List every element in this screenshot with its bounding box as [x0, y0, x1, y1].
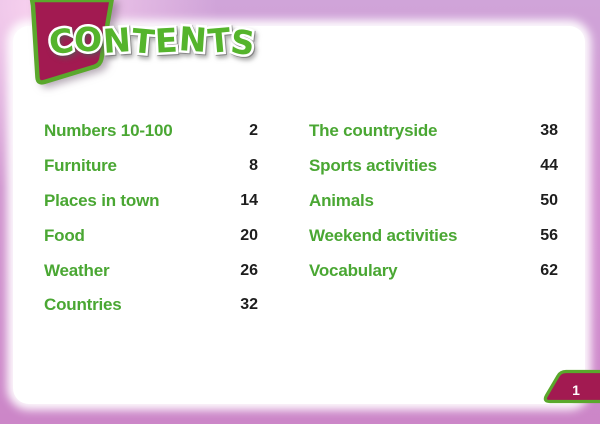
toc-entry-label: Food [44, 225, 85, 245]
toc-entry-label: Numbers 10-100 [44, 121, 173, 141]
toc-entry-page-number: 50 [540, 191, 558, 209]
toc-entry-page-number: 14 [240, 191, 258, 209]
toc-entry-page-number: 20 [240, 226, 258, 244]
toc-column-left: Numbers 10-100 2 Furniture 8 Places in t… [44, 114, 258, 323]
toc-entry-label: Countries [44, 295, 122, 315]
toc-entry-page-number: 2 [249, 122, 258, 140]
toc-entry-label: Places in town [44, 190, 160, 210]
toc-entry-page-number: 44 [540, 157, 558, 175]
toc-entry-page-number: 26 [240, 261, 258, 279]
toc-entry-page-number: 8 [249, 157, 258, 175]
page-number: 1 [572, 382, 580, 398]
toc-entry: The countryside 38 [309, 114, 558, 149]
toc-entry-label: Animals [309, 190, 374, 210]
toc-entry-page-number: 38 [540, 122, 558, 140]
toc-entry-label: Sports activities [309, 156, 437, 176]
page-number-tab [543, 369, 600, 404]
toc-entry-page-number: 56 [540, 226, 558, 244]
toc-entry: Furniture 8 [44, 149, 258, 184]
toc-entry-page-number: 32 [240, 296, 258, 314]
toc-entry-label: Furniture [44, 156, 117, 176]
contents-banner-ribbon [29, 0, 114, 85]
toc-entry: Vocabulary 62 [309, 253, 558, 288]
page-white-panel [13, 26, 585, 404]
toc-column-right: The countryside 38 Sports activities 44 … [309, 114, 558, 288]
toc-entry: Weekend activities 56 [309, 218, 558, 253]
toc-entry: Places in town 14 [44, 184, 258, 219]
toc-entry-label: Vocabulary [309, 260, 398, 280]
toc-entry: Weather 26 [44, 253, 258, 288]
toc-entry-label: The countryside [309, 121, 438, 141]
toc-entry: Countries 32 [44, 288, 258, 323]
toc-entry-page-number: 62 [540, 261, 558, 279]
toc-entry: Sports activities 44 [309, 149, 558, 184]
toc-entry-label: Weather [44, 260, 110, 280]
toc-entry: Numbers 10-100 2 [44, 114, 258, 149]
toc-entry: Food 20 [44, 218, 258, 253]
toc-entry-label: Weekend activities [309, 225, 458, 245]
toc-entry: Animals 50 [309, 184, 558, 219]
